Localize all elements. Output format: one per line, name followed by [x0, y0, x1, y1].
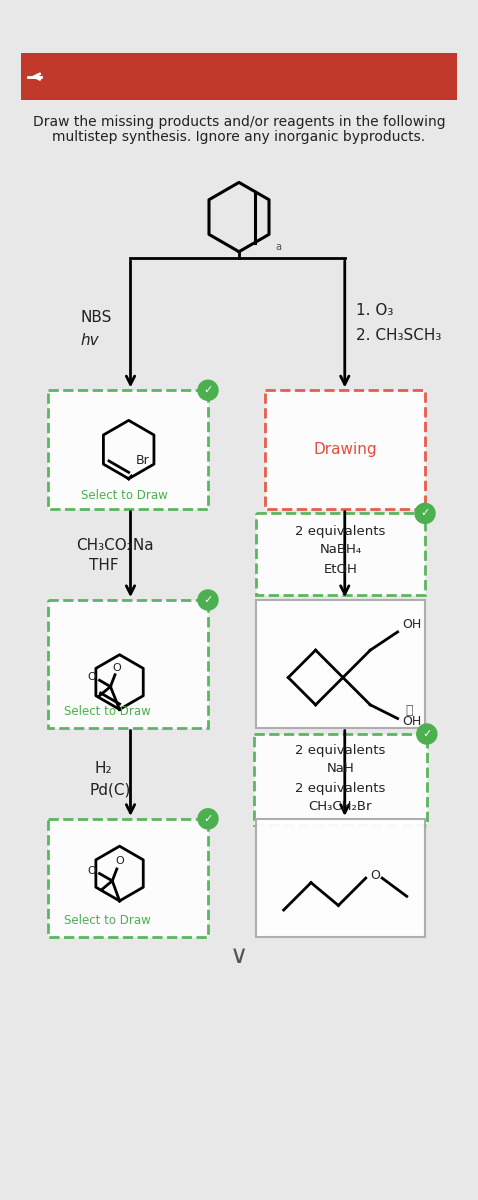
Text: NaH: NaH — [326, 762, 354, 775]
Circle shape — [198, 590, 218, 610]
Text: Br: Br — [136, 454, 150, 467]
Text: EtOH: EtOH — [324, 564, 358, 576]
Circle shape — [198, 380, 218, 401]
Text: ✓: ✓ — [420, 509, 430, 518]
Text: THF: THF — [89, 558, 119, 572]
Text: Pd(C): Pd(C) — [89, 782, 131, 797]
Text: Select to Draw: Select to Draw — [65, 914, 151, 928]
FancyBboxPatch shape — [265, 390, 425, 509]
Text: OH: OH — [402, 715, 422, 727]
Text: O: O — [88, 865, 97, 876]
Text: ✓: ✓ — [422, 730, 432, 739]
FancyBboxPatch shape — [256, 514, 425, 595]
Text: 1. O₃: 1. O₃ — [356, 304, 393, 318]
Text: OH: OH — [402, 618, 422, 631]
Text: O: O — [115, 857, 124, 866]
Text: a: a — [275, 242, 282, 252]
Text: O: O — [88, 672, 97, 683]
Text: hv: hv — [80, 332, 99, 348]
Text: Drawing: Drawing — [314, 442, 377, 457]
FancyBboxPatch shape — [48, 818, 208, 937]
FancyBboxPatch shape — [256, 600, 425, 727]
Text: Select to Draw: Select to Draw — [81, 488, 167, 502]
Text: ∨: ∨ — [230, 943, 248, 967]
Text: O: O — [112, 664, 121, 673]
FancyBboxPatch shape — [21, 53, 457, 101]
Text: 2 equivalents: 2 equivalents — [295, 782, 385, 796]
Text: Draw the missing products and/or reagents in the following: Draw the missing products and/or reagent… — [33, 115, 445, 128]
Text: NaBH₄: NaBH₄ — [320, 544, 362, 557]
Text: H₂: H₂ — [94, 761, 112, 776]
Text: multistep synthesis. Ignore any inorganic byproducts.: multistep synthesis. Ignore any inorgani… — [53, 130, 425, 144]
Text: 🖱: 🖱 — [405, 704, 413, 716]
Text: ✓: ✓ — [203, 385, 213, 395]
Text: 2. CH₃SCH₃: 2. CH₃SCH₃ — [356, 328, 441, 343]
Circle shape — [417, 724, 437, 744]
FancyBboxPatch shape — [48, 600, 208, 727]
Text: 2 equivalents: 2 equivalents — [295, 526, 386, 538]
Text: CH₃CO₂Na: CH₃CO₂Na — [76, 538, 153, 553]
Circle shape — [198, 809, 218, 829]
Text: 2 equivalents: 2 equivalents — [295, 744, 385, 757]
Text: O: O — [370, 869, 380, 882]
Text: CH₃CH₂Br: CH₃CH₂Br — [308, 800, 372, 814]
Text: Select to Draw: Select to Draw — [65, 704, 151, 718]
Text: NBS: NBS — [80, 310, 112, 325]
FancyBboxPatch shape — [254, 734, 427, 826]
FancyBboxPatch shape — [256, 818, 425, 937]
Text: ✓: ✓ — [203, 814, 213, 824]
FancyBboxPatch shape — [48, 390, 208, 509]
Circle shape — [415, 503, 435, 523]
Text: ✓: ✓ — [203, 595, 213, 605]
